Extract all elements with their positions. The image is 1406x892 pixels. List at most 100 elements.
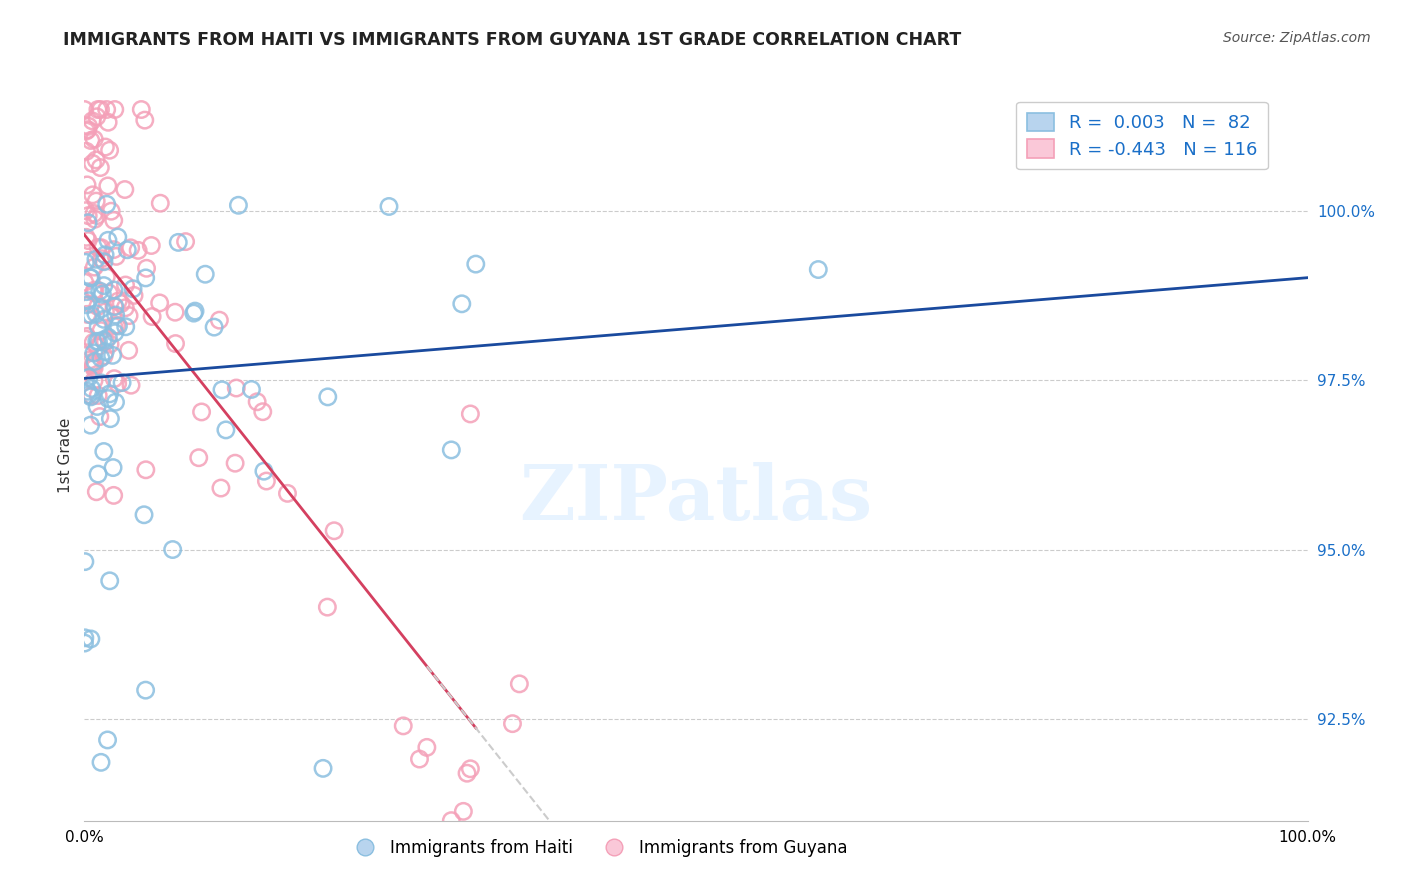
Point [174, 235, 197, 249]
Point [416, 740, 439, 755]
Point [93, 444, 115, 458]
Point [93, 312, 115, 326]
Point [246, 394, 269, 409]
Point [89, 409, 111, 424]
Point [98, 574, 121, 588]
Point [149, 296, 172, 310]
Point [807, 262, 830, 277]
Point [94, 140, 117, 154]
Point [94, 334, 117, 349]
Point [117, 243, 139, 257]
Point [90, 103, 112, 117]
Point [76, 329, 98, 343]
Point [107, 230, 129, 244]
Point [75, 124, 97, 138]
Point [82, 187, 104, 202]
Point [89, 161, 111, 175]
Point [96, 103, 118, 117]
Point [73, 275, 96, 289]
Point [502, 716, 524, 731]
Point [209, 481, 232, 495]
Point [316, 600, 339, 615]
Point [103, 243, 125, 257]
Point [100, 411, 122, 425]
Point [141, 310, 163, 324]
Point [323, 524, 346, 538]
Point [83, 212, 105, 227]
Point [135, 271, 157, 285]
Text: ZIPatlas: ZIPatlas [519, 462, 873, 536]
Point [80, 308, 103, 322]
Point [127, 244, 149, 258]
Point [77, 209, 100, 223]
Point [114, 278, 136, 293]
Point [77, 370, 100, 384]
Point [224, 456, 246, 470]
Point [107, 376, 129, 391]
Point [100, 204, 122, 219]
Point [120, 378, 142, 392]
Point [91, 333, 114, 347]
Point [184, 304, 207, 318]
Point [312, 761, 335, 775]
Point [80, 134, 103, 148]
Point [77, 253, 100, 268]
Point [90, 241, 112, 255]
Point [253, 464, 276, 478]
Point [77, 293, 100, 308]
Point [97, 392, 120, 406]
Point [408, 752, 430, 766]
Point [101, 460, 124, 475]
Point [460, 762, 482, 776]
Point [225, 381, 247, 395]
Point [440, 442, 463, 457]
Point [97, 115, 120, 129]
Point [80, 297, 103, 311]
Point [276, 486, 298, 500]
Point [84, 307, 107, 321]
Point [107, 294, 129, 309]
Point [80, 632, 103, 646]
Point [86, 334, 108, 349]
Point [73, 636, 96, 650]
Point [215, 423, 238, 437]
Point [83, 361, 105, 376]
Point [211, 383, 233, 397]
Point [190, 405, 212, 419]
Point [122, 282, 145, 296]
Point [98, 337, 121, 351]
Point [450, 297, 472, 311]
Point [82, 335, 104, 350]
Point [84, 153, 107, 167]
Point [90, 756, 112, 770]
Point [228, 198, 250, 212]
Text: Source: ZipAtlas.com: Source: ZipAtlas.com [1223, 31, 1371, 45]
Point [90, 351, 112, 365]
Point [114, 301, 136, 315]
Point [82, 113, 104, 128]
Point [122, 288, 145, 302]
Point [456, 766, 478, 780]
Point [453, 805, 475, 819]
Point [80, 356, 103, 370]
Point [464, 257, 486, 271]
Point [80, 390, 103, 404]
Point [187, 450, 209, 465]
Point [75, 285, 97, 299]
Point [167, 235, 190, 250]
Point [118, 343, 141, 358]
Point [202, 320, 225, 334]
Point [80, 389, 103, 403]
Point [208, 313, 231, 327]
Point [79, 270, 101, 285]
Point [87, 319, 110, 334]
Point [83, 346, 105, 360]
Point [132, 508, 155, 522]
Point [87, 240, 110, 254]
Point [135, 683, 157, 698]
Point [87, 334, 110, 349]
Point [105, 249, 128, 263]
Point [83, 260, 105, 274]
Point [86, 400, 108, 414]
Point [131, 103, 153, 117]
